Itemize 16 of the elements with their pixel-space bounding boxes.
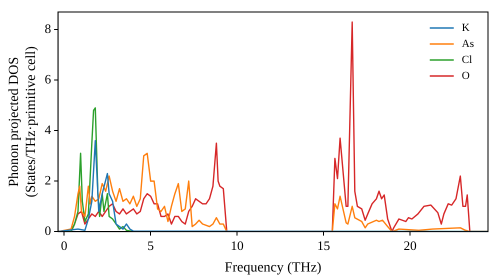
y-tick-label: 6 <box>44 72 52 87</box>
y-tick-label: 8 <box>44 21 52 36</box>
x-tick-label: 0 <box>60 238 68 253</box>
legend-label: O <box>462 70 470 82</box>
x-tick-label: 15 <box>317 238 330 253</box>
legend-label: As <box>462 38 474 50</box>
legend-label: K <box>462 22 470 34</box>
y-tick-label: 4 <box>44 122 52 138</box>
x-tick-label: 5 <box>147 238 154 253</box>
x-tick-label: 10 <box>230 238 244 253</box>
y-axis-title: Phonon projected DOS (States/THz·primitive cell) <box>7 46 39 198</box>
x-tick-label: 20 <box>404 238 417 253</box>
legend-label: Cl <box>462 54 472 66</box>
x-axis-title: Frequency (THz) <box>224 260 322 276</box>
y-tick-label: 0 <box>44 223 52 238</box>
y-tick-label: 2 <box>44 172 52 188</box>
